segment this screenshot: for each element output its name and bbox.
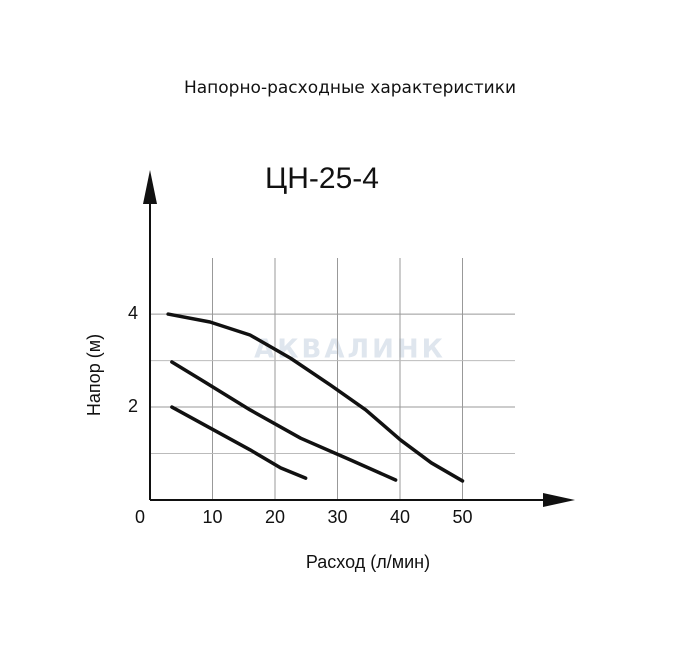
pump-curve [170,405,308,480]
x-axis-label: Расход (л/мин) [306,552,430,572]
x-tick-label: 50 [452,507,472,527]
x-tick-label: 30 [327,507,347,527]
x-axis-arrow [543,493,575,507]
y-axis-label: Напор (м) [84,334,104,416]
y-tick-label: 2 [128,396,138,416]
page-title: Напорно-расходные характеристики [184,78,516,98]
pump-curve [170,360,398,482]
x-tick-label: 20 [265,507,285,527]
chart-title: ЦН-25-4 [265,162,379,195]
watermark: АКВАЛИНК [254,335,446,365]
pump-curve [166,312,465,483]
y-axis-arrow [143,170,157,204]
y-tick-label: 4 [128,303,138,323]
x-tick-label: 0 [135,507,145,527]
x-tick-label: 40 [390,507,410,527]
x-tick-label: 10 [202,507,222,527]
